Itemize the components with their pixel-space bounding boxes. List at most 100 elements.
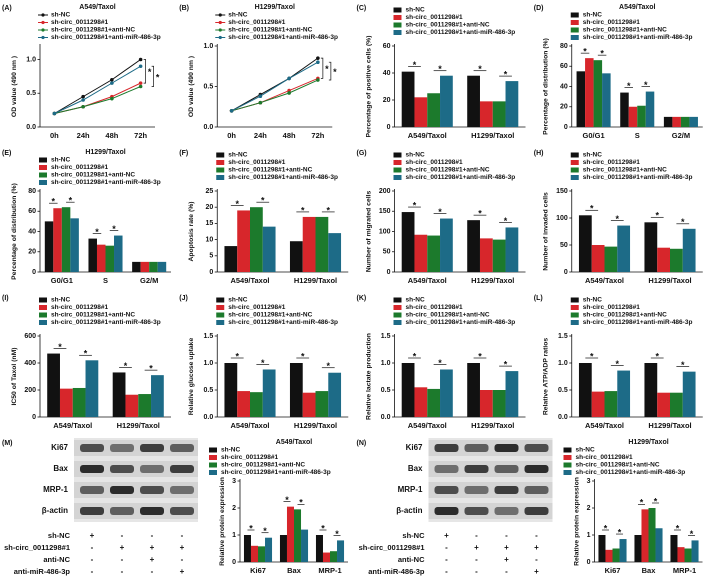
- sig-label: *: [690, 529, 694, 539]
- y-tick-label: 5: [209, 253, 213, 260]
- sig-label: *: [644, 80, 648, 90]
- bar: [670, 535, 678, 562]
- condition-mark: +: [180, 543, 185, 552]
- legend-label: sh-circ_0011298#1+anti-miR-486-3p: [583, 174, 693, 181]
- legend-label: sh-circ_0011298#1+anti-NC: [51, 172, 135, 179]
- legend-label: sh-circ_0011298#1+anti-NC: [406, 312, 490, 319]
- panel-label: (J): [179, 295, 188, 302]
- sig-label: *: [478, 64, 482, 74]
- legend-label: sh-circ_0011298#1: [406, 304, 463, 311]
- y-tick-label: 150: [379, 208, 391, 215]
- x-tick-label: G0/G1: [51, 276, 73, 285]
- point: [316, 56, 320, 60]
- bar: [401, 212, 415, 272]
- blot-band: [110, 444, 134, 452]
- panel-label: (C): [357, 5, 367, 12]
- sig-label: *: [84, 349, 88, 359]
- sig-label: *: [69, 196, 73, 206]
- legend-label: sh-circ_0011298#1+anti-NC: [51, 312, 135, 319]
- panel-label: (N): [357, 440, 367, 447]
- legend-label: sh-circ_0011298#1+anti-NC: [228, 312, 312, 319]
- sig-label: *: [285, 495, 289, 505]
- blot-band: [434, 507, 459, 515]
- blot-band: [524, 465, 549, 473]
- bar: [302, 216, 316, 272]
- x-tick-label: 0h: [227, 131, 236, 140]
- condition-mark: +: [504, 555, 509, 564]
- legend-label: sh-circ_0011298#1+anti-miR-486-3p: [406, 174, 516, 181]
- y-axis-label: Relative protein expression: [219, 477, 226, 566]
- legend-label: sh-NC: [228, 12, 247, 19]
- y-tick-label: 40: [383, 70, 391, 77]
- y-axis-label: OD value (490 nm ): [188, 56, 195, 117]
- legend-label: sh-NC: [406, 297, 425, 304]
- point: [110, 77, 114, 82]
- bar: [663, 116, 673, 127]
- y-tick-label: 1.0: [204, 43, 214, 50]
- bar: [593, 60, 603, 127]
- bar: [598, 535, 606, 562]
- bar: [401, 363, 415, 417]
- condition-mark: -: [181, 555, 184, 564]
- y-tick-label: 0: [32, 414, 36, 421]
- x-tick-label: H1299/Taxol: [471, 276, 514, 285]
- bar: [680, 116, 690, 127]
- sig-label: *: [95, 227, 99, 237]
- bar: [682, 371, 696, 417]
- legend-swatch: [216, 167, 225, 173]
- sig-label: *: [156, 72, 160, 82]
- condition-mark: -: [505, 567, 508, 576]
- x-tick-label: 48h: [105, 131, 118, 140]
- blot-band-label: β-actin: [396, 506, 422, 515]
- legend-label: sh-circ_0011298#1+anti-NC: [228, 27, 312, 34]
- bar: [591, 245, 605, 272]
- bar: [505, 227, 519, 272]
- blot-band: [524, 507, 549, 515]
- bar: [427, 388, 441, 417]
- bar: [645, 91, 655, 127]
- legend-swatch: [39, 312, 47, 318]
- legend-swatch: [39, 172, 47, 178]
- y-axis-label: Number of migrated cells: [365, 190, 372, 272]
- x-tick-label: 24h: [254, 131, 267, 140]
- legend-swatch: [209, 447, 217, 453]
- blot-strip: [74, 440, 198, 456]
- point: [229, 109, 234, 113]
- sig-label: *: [124, 361, 128, 371]
- legend-label: sh-NC: [51, 157, 70, 164]
- y-tick-label: 60: [28, 208, 36, 215]
- y-tick-label: 2: [587, 505, 591, 512]
- blot-band: [170, 444, 194, 452]
- bar: [157, 261, 167, 272]
- bar: [691, 540, 699, 562]
- series-line: [231, 57, 319, 112]
- sig-label: *: [327, 361, 331, 371]
- legend-swatch: [570, 152, 579, 158]
- legend-marker: [218, 28, 222, 32]
- legend-swatch: [209, 462, 217, 468]
- sig-label: *: [478, 351, 482, 361]
- legend-label: sh-circ_0011298#1+anti-miR-486-3p: [406, 29, 516, 36]
- sig-label: *: [149, 364, 153, 374]
- legend-swatch: [393, 175, 402, 180]
- legend-label: sh-circ_0011298#1+anti-miR-486-3p: [576, 469, 686, 476]
- blot-band: [80, 486, 104, 494]
- panel-label: (F): [179, 150, 188, 157]
- legend-label: sh-circ_0011298#1+anti-NC: [51, 27, 135, 34]
- y-axis-label: Percentage of distribution (%): [543, 38, 550, 135]
- bar: [286, 506, 294, 562]
- y-tick-label: 2: [232, 505, 236, 512]
- sig-label: *: [58, 342, 62, 352]
- legend-swatch: [563, 470, 572, 475]
- bar: [467, 220, 480, 272]
- sig-label: *: [504, 359, 508, 369]
- bar: [328, 233, 342, 272]
- bar: [467, 75, 480, 127]
- sig-bracket: [320, 57, 324, 79]
- chart-title: H1299/Taxol: [628, 439, 668, 446]
- y-tick-label: 80: [560, 43, 568, 50]
- sig-label: *: [301, 351, 305, 361]
- point: [316, 60, 320, 64]
- condition-mark: -: [475, 567, 478, 576]
